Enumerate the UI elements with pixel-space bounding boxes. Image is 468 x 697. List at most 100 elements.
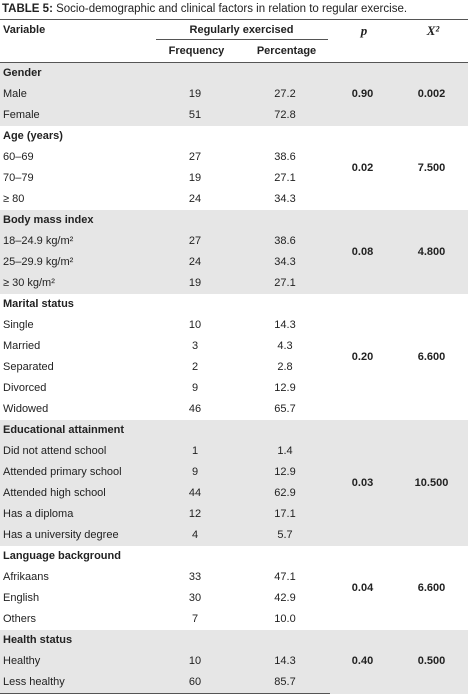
p-value: 0.08	[330, 210, 395, 294]
percentage: 10.0	[274, 613, 296, 625]
group-name: Gender	[0, 62, 150, 84]
data-row: Healthy 10 14.3	[0, 651, 468, 672]
row-label: Single	[3, 319, 34, 331]
percentage: 27.2	[240, 84, 330, 105]
x2-value: 6.600	[417, 350, 446, 363]
data-row: Single 10 14.3	[0, 315, 468, 336]
percentage: 47.1	[274, 571, 296, 583]
percentage: 14.3	[240, 651, 330, 672]
header-frequency: Frequency	[150, 41, 240, 63]
percentage: 62.9	[240, 483, 330, 504]
data-table: Variable Regularly exercised p X² Freque…	[0, 19, 468, 694]
row-label: Married	[3, 340, 41, 352]
data-row: Has a diploma 12 17.1	[0, 504, 468, 525]
row-group: Language background 0.04 6.600 Afrikaans 33 4…	[0, 546, 468, 630]
header-row: Variable Regularly exercised p X²	[0, 19, 468, 41]
data-row: ≥ 30 kg/m² 19 27.1	[0, 273, 468, 294]
row-label: Male	[0, 84, 150, 105]
row-group: Gender 0.90 0.002 Male 19 27.2 Female 51 72.8	[0, 62, 468, 126]
percentage: 85.7	[240, 672, 330, 694]
data-row: Separated 2 2.8	[0, 357, 468, 378]
blank-cell	[240, 294, 330, 315]
row-group: Health status 0.40 0.500 Healthy 10 14.3 Less …	[0, 630, 468, 694]
frequency: 12	[150, 504, 240, 525]
frequency: 1	[150, 441, 240, 462]
row-label: Healthy	[0, 651, 150, 672]
header-row: Frequency Percentage	[0, 41, 468, 63]
percentage: 27.1	[274, 172, 296, 184]
percentage: 27.1	[240, 273, 330, 294]
group-header-row: Gender 0.90 0.002	[0, 62, 468, 126]
frequency: 44	[150, 483, 240, 504]
percentage: 12.9	[274, 382, 296, 394]
blank-cell	[150, 630, 240, 651]
p-value: 0.40	[330, 630, 395, 694]
blank-cell	[150, 420, 240, 441]
row-group: Age (years) 0.02 7.500 60–69 27 38.6 70–79 19 27…	[0, 126, 468, 210]
data-row: Attended high school 44 62.9	[0, 483, 468, 504]
row-group: Body mass index 0.08 4.800 18–24.9 kg/m² 27 3…	[0, 210, 468, 294]
row-label: Widowed	[3, 403, 49, 415]
row-label: Afrikaans	[3, 571, 49, 583]
percentage: 2.8	[277, 361, 293, 373]
frequency: 60	[150, 672, 240, 694]
x2-value: 4.800	[395, 210, 468, 294]
x2-value: 0.500	[395, 630, 468, 694]
data-row: Divorced 9 12.9	[0, 378, 468, 399]
row-label: Has a diploma	[0, 504, 150, 525]
data-row: Did not attend school 1 1.4	[0, 441, 468, 462]
row-label: Separated	[3, 361, 54, 373]
x2-value: 10.500	[395, 420, 468, 546]
frequency: 4	[150, 525, 240, 546]
blank-cell	[240, 210, 330, 231]
frequency: 27	[188, 151, 202, 163]
percentage: 34.3	[274, 193, 296, 205]
group-name: Age (years)	[3, 130, 63, 142]
group-header-row: Marital status 0.20 6.600	[0, 294, 468, 363]
header-p: p	[330, 19, 395, 41]
data-row: Female 51 72.8	[0, 105, 468, 126]
p-value: 0.20	[351, 350, 374, 363]
caption-label: TABLE 5:	[2, 3, 53, 15]
blank-cell	[150, 546, 240, 567]
p-value: 0.90	[330, 62, 395, 126]
blank-cell	[240, 630, 330, 651]
row-label: 18–24.9 kg/m²	[0, 231, 150, 252]
data-row: Has a university degree 4 5.7	[0, 525, 468, 546]
row-label: ≥ 80	[3, 193, 25, 205]
row-label: Less healthy	[0, 672, 150, 694]
frequency: 9	[191, 382, 199, 394]
data-row: Afrikaans 33 47.1	[0, 567, 468, 588]
data-row: Widowed 46 65.7	[0, 399, 468, 420]
blank-cell	[240, 420, 330, 441]
row-label: Female	[0, 105, 150, 126]
frequency: 24	[150, 252, 240, 273]
header-blank	[330, 41, 395, 63]
row-label: Did not attend school	[0, 441, 150, 462]
row-label: English	[3, 592, 40, 604]
frequency: 19	[150, 273, 240, 294]
blank-cell	[240, 546, 330, 567]
data-row: Male 19 27.2	[0, 84, 468, 105]
header-x2: X²	[395, 19, 468, 41]
row-group: Educational attainment 0.03 10.500 Did not …	[0, 420, 468, 546]
table-caption: TABLE 5: Socio-demographic and clinical …	[0, 0, 468, 19]
data-row: Attended primary school 9 12.9	[0, 462, 468, 483]
row-group: Marital status 0.20 6.600 Single 10 14.3 Marri…	[0, 294, 468, 420]
header-percentage: Percentage	[240, 41, 330, 63]
row-label: 25–29.9 kg/m²	[0, 252, 150, 273]
percentage: 65.7	[274, 403, 296, 415]
frequency: 2	[191, 361, 199, 373]
data-row: Married 3 4.3	[0, 336, 468, 357]
row-label: Has a university degree	[0, 525, 150, 546]
percentage: 14.3	[274, 319, 296, 331]
data-row: English 30 42.9	[0, 588, 468, 609]
row-label: ≥ 30 kg/m²	[0, 273, 150, 294]
data-row: ≥ 80 24 34.3	[0, 189, 468, 210]
header-blank	[0, 41, 150, 63]
frequency: 3	[191, 340, 199, 352]
frequency: 30	[188, 592, 202, 604]
frequency: 9	[150, 462, 240, 483]
x2-value: 7.500	[417, 161, 446, 174]
